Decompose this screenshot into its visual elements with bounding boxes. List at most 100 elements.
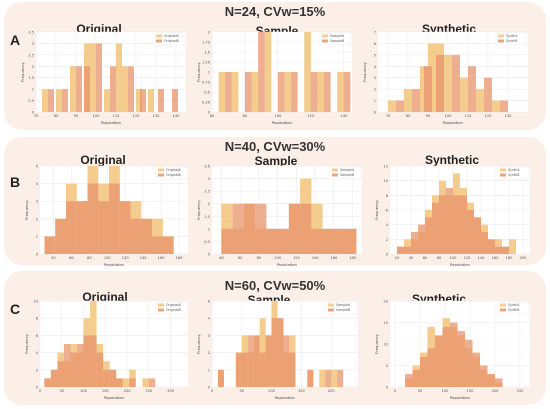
x-tick-label: 90 bbox=[426, 114, 431, 118]
histogram-bar bbox=[251, 72, 259, 112]
histogram-bar bbox=[148, 89, 154, 112]
y-tick-label: 0 bbox=[386, 386, 389, 390]
histogram-bar bbox=[418, 224, 425, 254]
histogram-bar bbox=[487, 374, 495, 387]
histogram-bar bbox=[255, 203, 267, 254]
x-tick-label: 200 bbox=[328, 389, 336, 393]
histogram-bar bbox=[404, 246, 411, 254]
histogram-bar bbox=[405, 374, 413, 387]
histogram-bar bbox=[259, 352, 266, 387]
chart-title-sample: Sample bbox=[254, 154, 298, 168]
histogram-bar bbox=[337, 72, 344, 112]
y-tick-label: 5 bbox=[208, 300, 210, 304]
y-tick-label: 0 bbox=[36, 253, 39, 257]
histogram-bar bbox=[90, 43, 96, 112]
histogram-bar bbox=[122, 66, 128, 112]
x-tick-label: 0 bbox=[211, 389, 214, 393]
histogram-bar bbox=[388, 100, 396, 112]
y-tick-label: 6 bbox=[374, 42, 377, 46]
histogram-bar bbox=[152, 218, 163, 254]
y-axis-label: Frequency bbox=[24, 333, 29, 353]
histogram-b-synthetic: 0 2 4 6 8 10 12 20 40 60 80 100 120 140 160 180 200 Popul… bbox=[374, 165, 530, 267]
y-tick-label: 4 bbox=[36, 182, 39, 186]
y-tick-label: 3 bbox=[208, 334, 210, 338]
histogram-bar bbox=[412, 89, 420, 112]
y-tick-label: 1 bbox=[36, 235, 38, 239]
histogram-bar bbox=[343, 72, 351, 112]
histogram-bar bbox=[288, 203, 301, 254]
histogram-bar bbox=[158, 89, 164, 112]
histogram-bar bbox=[476, 89, 484, 112]
histogram-bar bbox=[122, 378, 130, 387]
y-tick-label: 4 bbox=[36, 351, 39, 355]
y-tick-label: 1 bbox=[208, 368, 210, 372]
histogram-bar bbox=[103, 369, 110, 387]
y-tick-label: 2.5 bbox=[204, 190, 210, 194]
y-tick-label: 2 bbox=[208, 31, 210, 35]
chart-title-original: Original bbox=[80, 153, 126, 167]
histogram-bar bbox=[152, 236, 163, 254]
legend-swatch bbox=[500, 303, 506, 307]
x-tick-label: 0 bbox=[394, 389, 397, 393]
x-tick-label: 100 bbox=[268, 389, 276, 393]
histogram-bar bbox=[291, 72, 298, 112]
histogram-bar bbox=[289, 352, 296, 387]
x-tick-label: 160 bbox=[158, 256, 166, 260]
histogram-bar bbox=[436, 54, 444, 112]
histogram-bar bbox=[172, 89, 178, 112]
x-tick-label: 80 bbox=[243, 114, 248, 118]
x-tick-label: 160 bbox=[492, 256, 500, 260]
histogram-bar bbox=[162, 236, 174, 254]
histogram-bar bbox=[465, 339, 473, 387]
histogram-bar bbox=[311, 228, 323, 254]
histogram-bar bbox=[63, 344, 71, 387]
x-tick-label: 140 bbox=[173, 114, 181, 118]
histogram-bar bbox=[110, 66, 116, 112]
legend-label: SynthA bbox=[506, 34, 518, 38]
legend-label: SampleB bbox=[330, 39, 344, 43]
y-tick-label: 10 bbox=[383, 343, 388, 347]
x-tick-label: 70 bbox=[34, 114, 39, 118]
y-axis-label: Frequency bbox=[362, 61, 367, 81]
x-tick-label: 120 bbox=[464, 256, 472, 260]
histogram-bar bbox=[317, 72, 324, 112]
legend-swatch bbox=[332, 168, 338, 172]
x-tick-label: 100 bbox=[93, 114, 101, 118]
histogram-bar bbox=[42, 89, 48, 112]
y-tick-label: 3 bbox=[32, 42, 34, 46]
histogram-bar bbox=[307, 369, 314, 387]
y-tick-label: 1 bbox=[32, 88, 34, 92]
x-tick-label: 140 bbox=[312, 256, 320, 260]
histogram-bar bbox=[136, 89, 142, 112]
x-tick-label: 50 bbox=[418, 389, 423, 393]
x-tick-label: 100 bbox=[445, 114, 453, 118]
histogram-bar bbox=[324, 72, 331, 112]
histogram-bar bbox=[432, 202, 439, 254]
histogram-bar bbox=[253, 335, 260, 387]
legend-label: SampleA bbox=[336, 303, 351, 307]
y-tick-label: 3 bbox=[374, 76, 376, 80]
histogram-bar bbox=[509, 239, 516, 254]
y-axis-label: Frequency bbox=[196, 199, 201, 219]
legend-label: OriginalB bbox=[166, 308, 181, 312]
legend-label: SynthA bbox=[508, 303, 520, 307]
y-tick-label: 4 bbox=[208, 317, 211, 321]
legend-label: SampleB bbox=[336, 308, 350, 312]
histogram-b-original: 0 1 2 3 4 5 40 60 80 100 120 140 160 180 Population Fre… bbox=[24, 165, 188, 267]
histogram-bar bbox=[300, 203, 312, 254]
legend-swatch bbox=[500, 173, 506, 177]
histogram-bar bbox=[467, 210, 474, 254]
histogram-bar bbox=[277, 318, 284, 387]
y-tick-label: 0 bbox=[208, 111, 211, 115]
legend-label: SynthA bbox=[508, 168, 520, 172]
x-tick-label: 180 bbox=[176, 256, 184, 260]
y-tick-label: 6 bbox=[36, 334, 39, 338]
x-axis-label: Population bbox=[104, 262, 125, 267]
histogram-bar bbox=[480, 365, 488, 387]
y-axis-label: Frequency bbox=[20, 61, 25, 81]
histogram-bar bbox=[70, 66, 76, 112]
y-tick-label: 1.75 bbox=[202, 41, 210, 45]
legend-label: OriginalA bbox=[164, 34, 179, 38]
